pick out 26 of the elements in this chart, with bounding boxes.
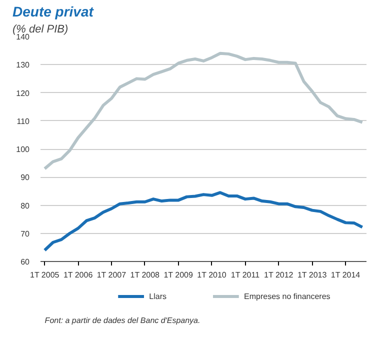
line-series: [43, 191, 364, 252]
y-tick-label: 80: [20, 201, 30, 210]
x-tick-label: 1T 2006: [63, 270, 94, 280]
y-tick-label: 140: [16, 32, 30, 42]
chart-subtitle: (% del PIB): [12, 24, 68, 36]
x-tick-label: 1T 2014: [330, 270, 361, 280]
x-tick-label: 1T 2009: [164, 270, 194, 280]
y-tick-label: 90: [20, 173, 30, 182]
text: Font: a partir de dades del Banc d'Espanya.: [44, 316, 200, 325]
x-tick-label: 1T 2008: [130, 270, 160, 280]
legend-label: Llars: [149, 292, 167, 301]
line-series: [43, 52, 364, 170]
legend-label: Empreses no financeres: [244, 292, 330, 301]
y-tick-label: 110: [16, 116, 30, 126]
y-tick-label: 60: [20, 258, 30, 266]
y-tick-label: 130: [16, 60, 30, 70]
chart-title: Deute privat: [12, 4, 95, 20]
x-tick-label: 1T 2013: [297, 270, 328, 280]
x-tick-label: 1T 2005: [30, 270, 60, 280]
y-tick-label: 120: [16, 88, 30, 98]
x-tick-label: 1T 2010: [197, 270, 227, 280]
y-tick-label: 100: [16, 145, 30, 154]
x-tick-label: 1T 2007: [96, 270, 127, 280]
y-tick-label: 70: [20, 229, 30, 238]
x-tick-label: 1T 2011: [230, 270, 260, 280]
x-tick-label: 1T 2012: [264, 270, 294, 280]
